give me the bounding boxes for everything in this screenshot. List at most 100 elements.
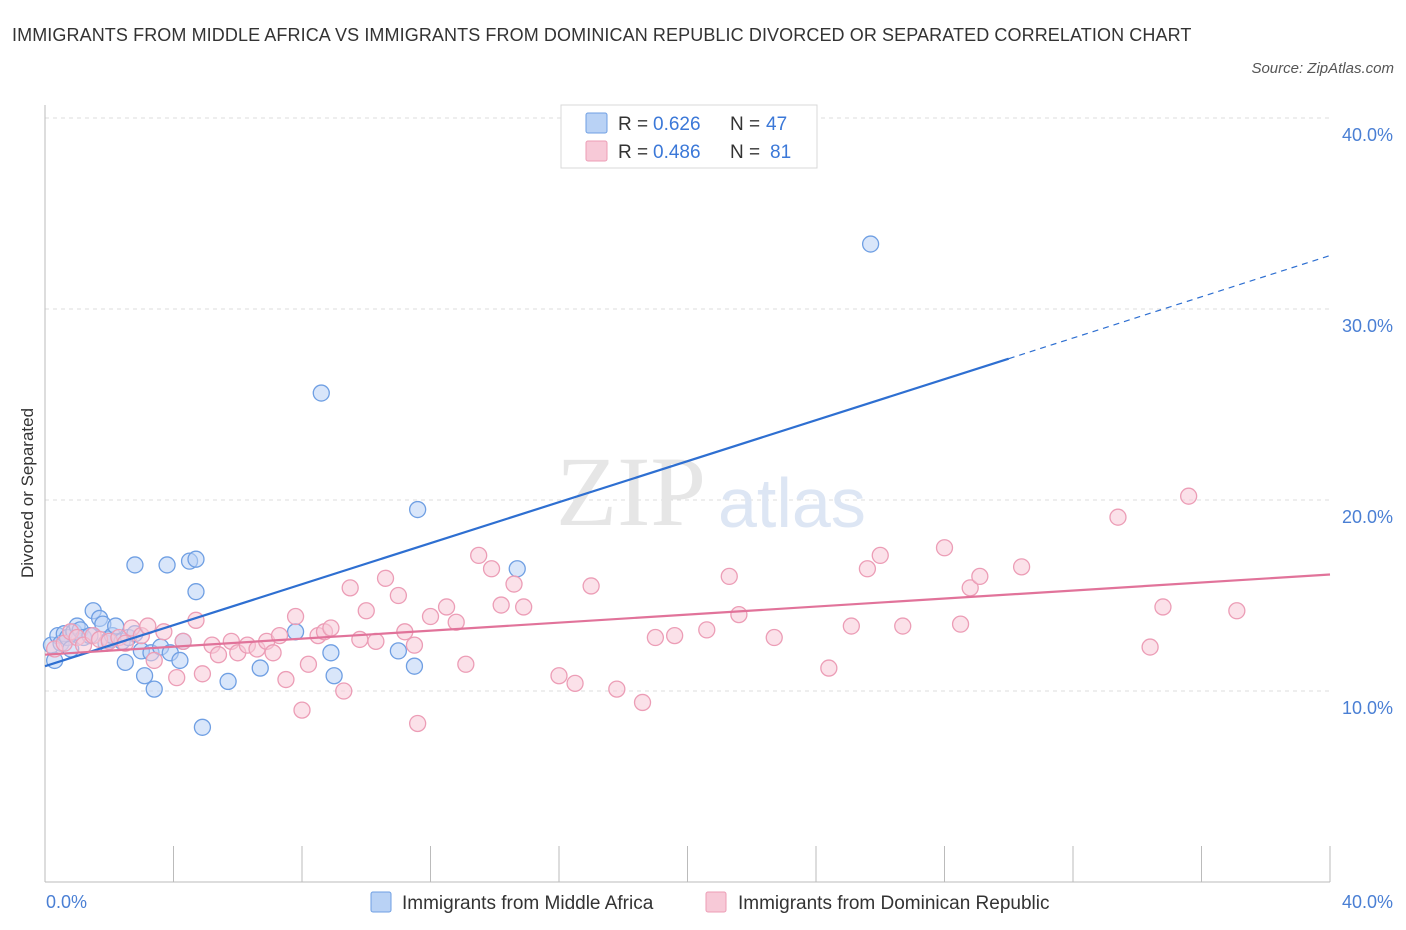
data-point [145, 651, 163, 670]
data-point [492, 596, 510, 614]
bottom-legend-swatch-dominican-republic [705, 891, 727, 913]
data-point [367, 632, 385, 650]
data-point [293, 701, 311, 719]
data-point [168, 668, 186, 687]
data-point [608, 680, 626, 698]
data-point [1180, 487, 1198, 505]
data-point [145, 680, 163, 698]
data-point [277, 670, 295, 689]
tick-labels: 10.0% 20.0% 30.0% 40.0% 0.0% 40.0% [46, 125, 1393, 912]
data-point [871, 546, 889, 565]
legend-n-label-1: N = [730, 114, 760, 135]
data-point [187, 583, 205, 601]
legend-n-value-2: 81 [770, 142, 791, 163]
data-point [408, 714, 427, 733]
data-point [389, 642, 408, 660]
data-point [405, 636, 424, 654]
trend-lines [44, 254, 1331, 668]
data-point [935, 539, 954, 557]
y-tick-label: 20.0% [1342, 507, 1393, 527]
legend-r-label-2: R = [618, 142, 648, 163]
data-point [765, 628, 783, 647]
data-point [135, 667, 154, 685]
data-point [1141, 638, 1159, 656]
trend-line-extension [1008, 254, 1331, 360]
data-point [1154, 598, 1172, 616]
axes [44, 105, 1331, 883]
bottom-legend-label-dominican-republic: Immigrants from Dominican Republic [738, 893, 1050, 914]
data-point [971, 567, 989, 586]
data-point [666, 626, 684, 645]
x-tick-label: 40.0% [1342, 892, 1393, 912]
data-point [171, 651, 189, 670]
data-point [209, 646, 228, 664]
data-point [325, 667, 343, 685]
data-point [187, 550, 205, 568]
data-point [861, 235, 880, 253]
data-point [405, 657, 424, 675]
data-point [251, 659, 269, 677]
data-point [720, 567, 738, 586]
y-tick-label: 10.0% [1342, 698, 1393, 718]
data-point [193, 718, 212, 736]
data-point [193, 665, 212, 683]
legend-swatch-dominican-republic [585, 140, 608, 162]
data-point [566, 674, 584, 693]
data-point [335, 682, 353, 700]
legend-n-value-1: 47 [766, 114, 787, 135]
y-tick-label: 30.0% [1342, 316, 1393, 336]
data-point [730, 605, 748, 624]
legend-swatch-middle-africa [585, 112, 608, 134]
data-point [582, 577, 600, 595]
data-point [633, 693, 652, 712]
trend-line [44, 573, 1331, 656]
legend-n-label-2: N = [730, 142, 760, 163]
data-point [550, 667, 568, 685]
legend-r-value-2: 0.486 [653, 142, 701, 163]
legend-r-value-1: 0.626 [653, 114, 701, 135]
data-point [437, 598, 456, 616]
data-point [341, 579, 359, 597]
data-point [116, 653, 134, 671]
data-point [286, 623, 305, 641]
data-point [219, 672, 237, 691]
data-point [421, 607, 440, 626]
data-point [470, 546, 488, 565]
data-point [505, 575, 523, 593]
trend-line [44, 357, 1010, 668]
data-point [357, 602, 375, 620]
data-point [951, 615, 970, 633]
data-point [312, 384, 330, 402]
data-point [508, 560, 526, 578]
data-point [322, 644, 340, 662]
data-point [286, 607, 305, 626]
x-tick-label: 0.0% [46, 892, 87, 912]
watermark-atlas: atlas [718, 464, 866, 542]
data-point [376, 569, 395, 587]
chart-title: IMMIGRANTS FROM MIDDLE AFRICA VS IMMIGRA… [12, 25, 1192, 45]
watermark: ZIP atlas [556, 436, 866, 547]
data-point [126, 556, 144, 574]
data-point [646, 628, 665, 647]
data-point [299, 655, 318, 673]
data-point [894, 617, 912, 635]
data-point [1012, 558, 1031, 576]
data-point [820, 659, 838, 677]
legend-r-label-1: R = [618, 114, 648, 135]
watermark-zip: ZIP [556, 436, 706, 547]
data-point [322, 619, 340, 637]
data-point [158, 556, 176, 574]
data-point [1109, 508, 1127, 526]
data-point [515, 598, 533, 616]
data-point [457, 655, 475, 673]
data-point [482, 560, 501, 578]
bottom-legend-swatch-middle-africa [370, 891, 392, 913]
data-point [1228, 602, 1246, 620]
data-point [698, 621, 716, 639]
source-label: Source: ZipAtlas.com [1251, 60, 1394, 77]
y-tick-label: 40.0% [1342, 125, 1393, 145]
series-legend: Immigrants from Middle Africa Immigrants… [370, 891, 1050, 914]
stats-legend: R = 0.626 N = 47 R = 0.486 N = 81 [560, 104, 818, 169]
data-point [842, 617, 860, 635]
